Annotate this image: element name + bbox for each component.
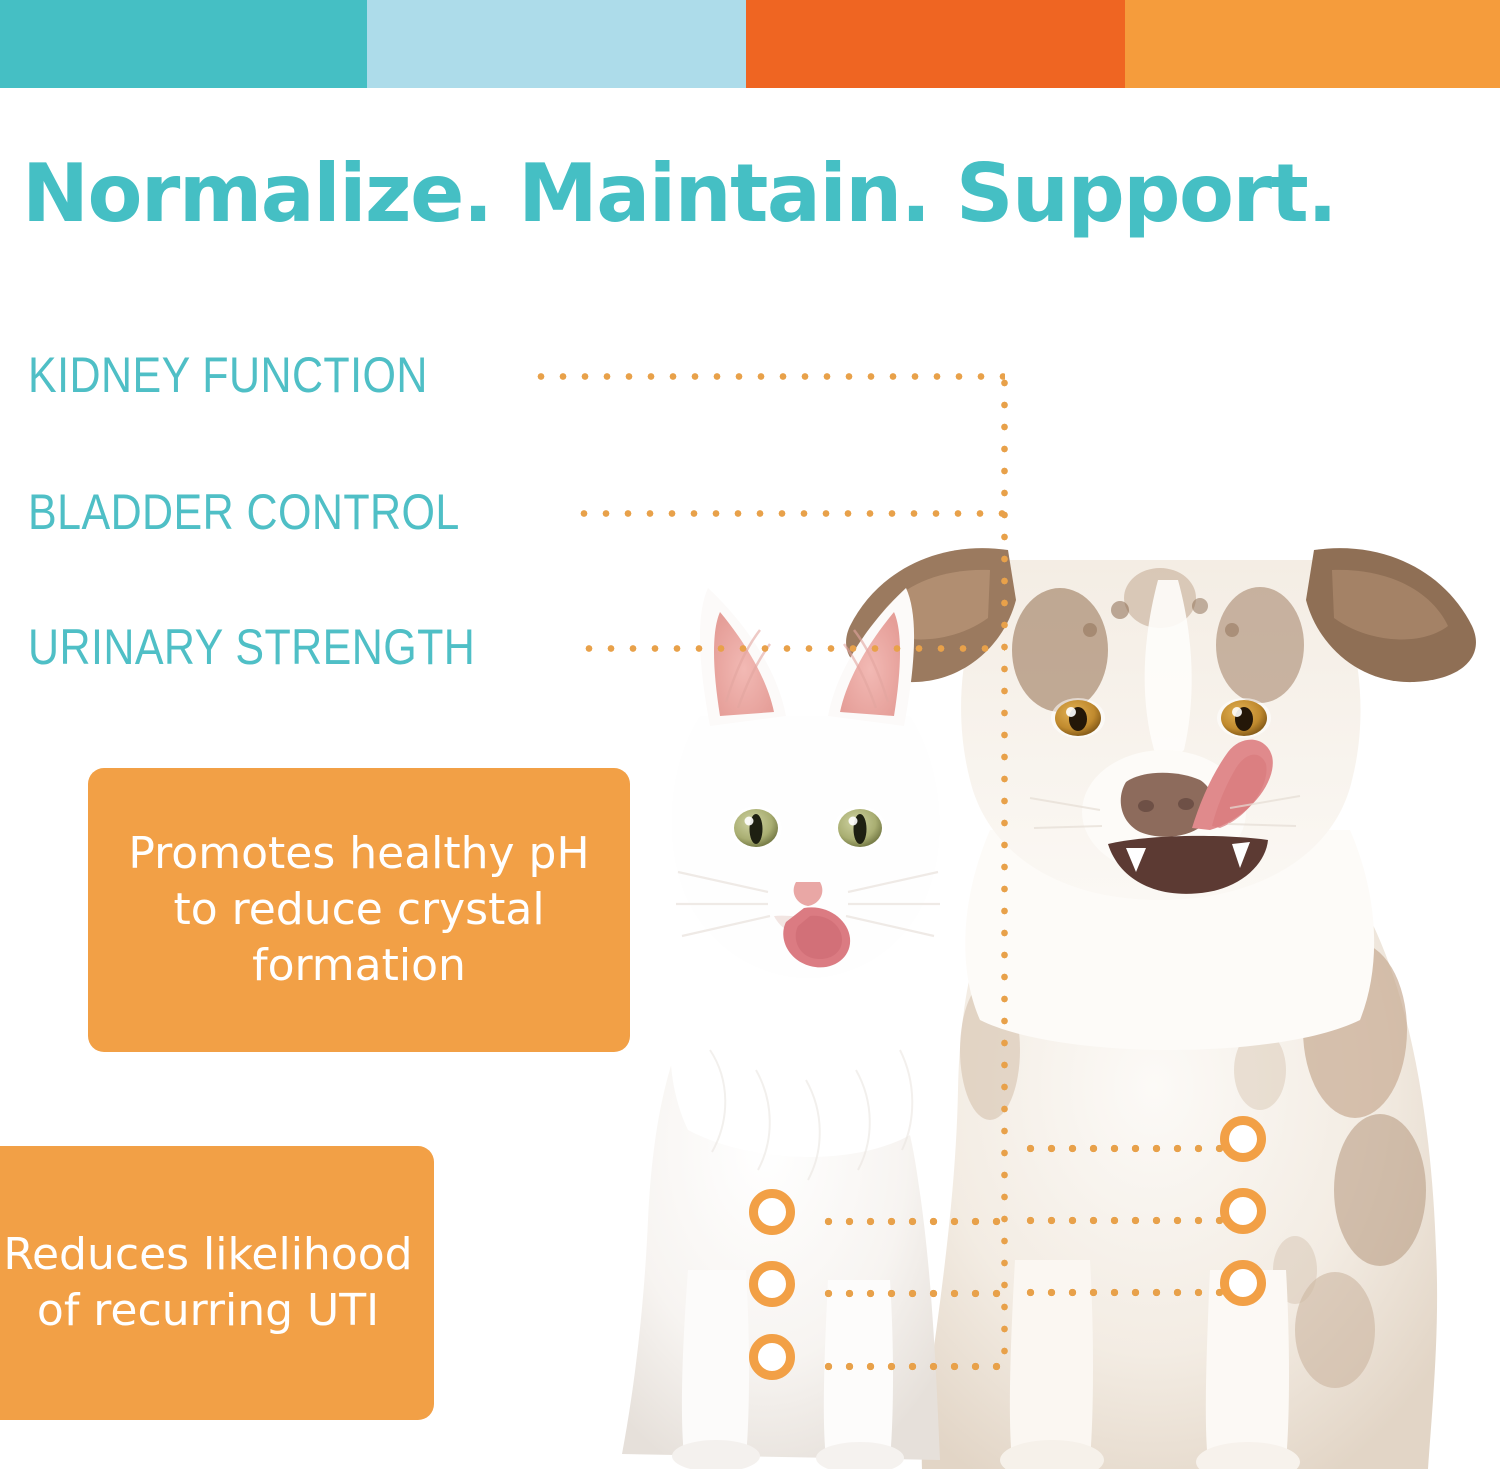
color-swatch-light-blue	[367, 0, 746, 88]
connector-cat-upper	[818, 1217, 1003, 1226]
benefit-row-bladder-control: BLADDER CONTROL	[0, 477, 1050, 547]
marker-cat-lower	[749, 1334, 795, 1380]
vertical-connector-line	[1000, 372, 1009, 1369]
marker-cat-middle	[749, 1261, 795, 1307]
marker-dog-lower	[1220, 1260, 1266, 1306]
australian-shepherd-photo	[846, 548, 1476, 1474]
marker-dog-middle	[1220, 1188, 1266, 1234]
benefit-row-kidney-function: KIDNEY FUNCTION	[0, 340, 1050, 410]
page-title: Normalize. Maintain. Support.	[22, 147, 1338, 240]
benefit-label-kidney-function: KIDNEY FUNCTION	[28, 347, 428, 403]
benefit-row-urinary-strength: URINARY STRENGTH	[0, 612, 1050, 682]
leader-dots-bladder-control	[573, 509, 1005, 518]
color-swatch-light-orange	[1125, 0, 1500, 88]
marker-dog-upper	[1220, 1116, 1266, 1162]
leader-dots-urinary-strength	[578, 644, 1005, 653]
connector-cat-middle	[818, 1289, 1003, 1298]
connector-dog-upper	[1020, 1144, 1225, 1153]
connector-dog-middle	[1020, 1216, 1225, 1225]
benefit-label-urinary-strength: URINARY STRENGTH	[28, 619, 476, 675]
marker-cat-upper	[749, 1189, 795, 1235]
color-swatch-teal	[0, 0, 367, 88]
color-swatch-deep-orange	[746, 0, 1125, 88]
benefit-label-bladder-control: BLADDER CONTROL	[28, 484, 460, 540]
connector-dog-lower	[1020, 1288, 1225, 1297]
leader-dots-kidney-function	[530, 372, 1005, 381]
callout-recurring-uti: Reduces likelihood of recurring UTI	[0, 1146, 434, 1420]
callout-ph-crystals: Promotes healthy pH to reduce crystal fo…	[88, 768, 630, 1052]
connector-cat-lower	[818, 1362, 1003, 1371]
animal-photo-stage	[560, 430, 1500, 1474]
brand-color-bar	[0, 0, 1500, 88]
